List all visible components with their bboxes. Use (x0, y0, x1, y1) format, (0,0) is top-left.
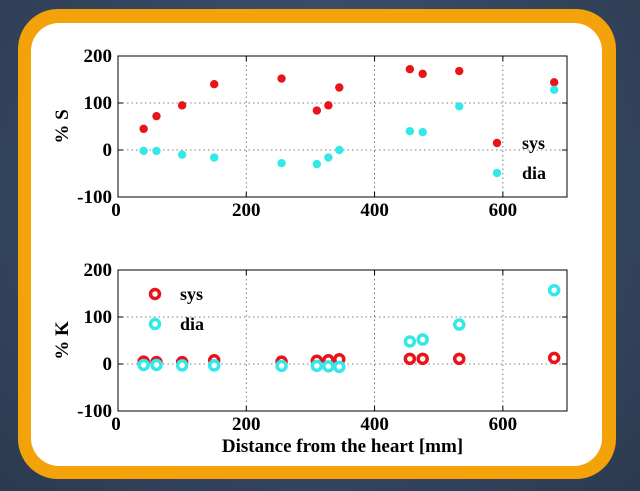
plot-2-xlabel: Distance from the heart [mm] (222, 436, 463, 457)
plot-1-point-sys (405, 64, 415, 74)
plot-1-point-dia (549, 85, 559, 95)
plot-2-point-dia (333, 360, 346, 374)
plot-1-point-dia (139, 146, 148, 156)
plot-2-xtick-label: 400 (360, 414, 389, 435)
plot-2-legend-marker-sys (148, 287, 162, 301)
plot-2-ytick-label: -100 (77, 401, 112, 422)
plot-1-point-sys (139, 124, 148, 134)
plot-1-point-dia (418, 127, 427, 137)
plot-2-point-dia (452, 318, 466, 331)
plot-1-legend-label-sys: sys (522, 133, 545, 153)
plot-1-point-sys (335, 83, 344, 92)
plot-2-point-sys (547, 351, 561, 365)
plot-1-xtick-label: 0 (111, 200, 121, 221)
plot-1-point-dia (405, 127, 415, 136)
plot-2-point-dia (416, 333, 429, 346)
plot-1-ytick-label: 0 (103, 140, 113, 161)
plot-1-point-sys (210, 80, 219, 89)
plot-2-point-dia (403, 335, 417, 348)
plot-1-point-dia (210, 153, 219, 162)
plot-1-point-sys (177, 101, 187, 110)
plot-1-legend-marker-sys (492, 138, 502, 148)
plot-2-point-dia (310, 359, 324, 373)
figure-panel (31, 23, 602, 466)
plot-2-xtick-label: 200 (232, 414, 261, 435)
plot-1-point-sys (455, 66, 464, 76)
plot-1-point-sys (152, 111, 161, 121)
plot-1-point-sys (549, 78, 559, 87)
plot-1-point-dia (152, 146, 161, 156)
plot-1-point-dia (335, 145, 344, 155)
plot-2-legend-marker-dia (148, 317, 162, 331)
plot-1-ytick-label: 200 (84, 46, 113, 67)
plot-2-xtick-label: 600 (489, 414, 518, 435)
plot-1-point-dia (277, 158, 286, 168)
plot-2-point-dia (275, 359, 288, 373)
plot-2-axes-box (117, 269, 568, 412)
plot-1-xtick-label: 200 (232, 200, 261, 221)
plot-1-ytick-label: -100 (77, 187, 112, 208)
plot-1-point-dia (324, 153, 333, 162)
plot-1-point-dia (455, 102, 464, 111)
plot-1-point-dia (177, 150, 187, 159)
plot-2-point-sys (403, 352, 417, 366)
plot-2-point-dia (547, 283, 561, 297)
plot-2-legend-label-dia: dia (180, 314, 204, 334)
plot-2-point-dia (175, 359, 189, 372)
plot-1-point-sys (418, 69, 427, 79)
plot-2-ytick-label: 200 (84, 260, 113, 281)
plot-1-xtick-label: 400 (360, 200, 389, 221)
plot-2-point-dia (150, 358, 163, 372)
plot-1-legend-marker-dia (492, 168, 502, 178)
plot-1-point-dia (312, 159, 322, 169)
plot-2-xtick-label: 0 (111, 414, 121, 435)
plot-1-point-sys (277, 74, 286, 83)
plot-1-xtick-label: 600 (489, 200, 518, 221)
plot-1-point-sys (312, 106, 322, 115)
plot-2-ytick-label: 100 (84, 307, 113, 328)
plot-1-legend-label-dia: dia (522, 163, 546, 183)
plot-2-ylabel: % K (52, 321, 73, 360)
plot-1-point-sys (324, 101, 333, 110)
plot-2-legend-label-sys: sys (180, 284, 203, 304)
plot-2-ytick-label: 0 (103, 354, 113, 375)
plot-2-point-dia (322, 360, 335, 373)
plot-2-point-dia (137, 358, 150, 372)
plot-2-point-sys (452, 352, 466, 366)
plot-2-point-dia (207, 359, 221, 372)
plot-1-ylabel: % S (52, 109, 73, 143)
plot-1-axes-box (117, 55, 568, 198)
plot-1-ytick-label: 100 (84, 93, 113, 114)
plot-2-point-sys (416, 352, 429, 366)
